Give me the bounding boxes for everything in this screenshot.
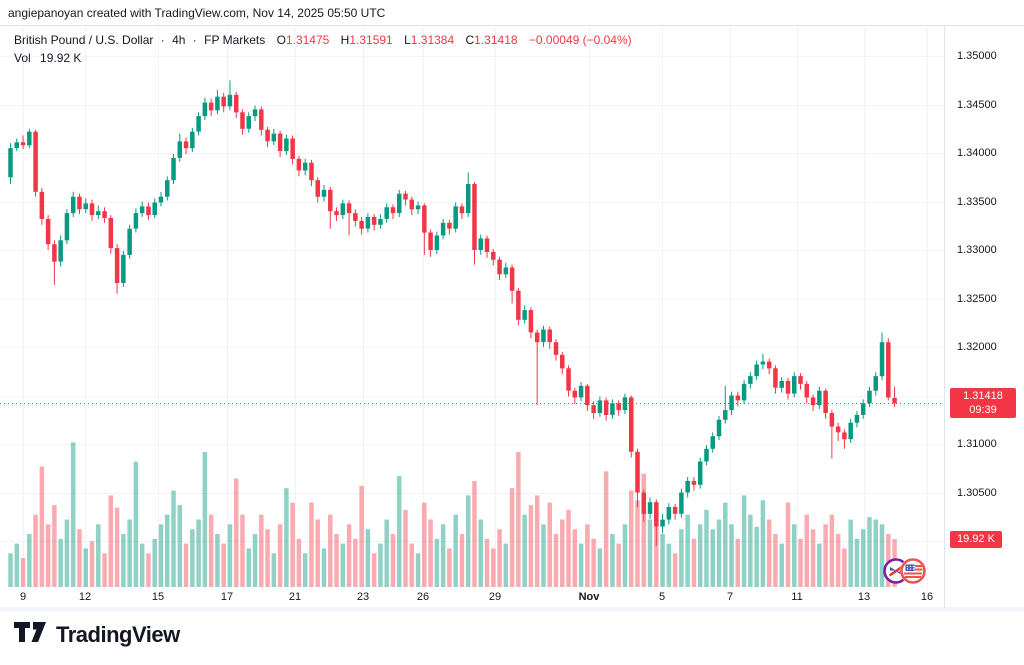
price-axis-label: 1.33500 <box>957 195 997 208</box>
footer-separator <box>0 607 1024 611</box>
last-price-badge: 1.31418 09:39 <box>950 388 1016 419</box>
tradingview-logo-icon <box>14 621 48 648</box>
time-axis-label: Nov <box>578 591 600 603</box>
chart-pane[interactable] <box>0 1 1024 613</box>
footer: TradingView <box>0 611 1024 665</box>
legend-separator: · <box>160 33 165 47</box>
volume-value: 19.92 K <box>40 51 82 65</box>
high-value: 1.31591 <box>349 33 393 47</box>
price-axis[interactable]: 1.35000 1.34500 1.34000 1.33500 1.33000 1.325… <box>945 26 1024 608</box>
time-axis-label: 11 <box>791 591 803 603</box>
low-label: L <box>404 33 411 47</box>
legend-separator-2: · <box>192 33 197 47</box>
time-axis-label: 23 <box>356 591 370 603</box>
time-axis-label: 26 <box>416 591 430 603</box>
volume-label: Vol <box>14 51 31 65</box>
open-value: 1.31475 <box>285 33 330 47</box>
time-axis-label: 17 <box>220 591 234 603</box>
time-axis-label: 9 <box>19 591 27 603</box>
time-axis-label: 7 <box>726 591 734 603</box>
symbol-title: British Pound / U.S. Dollar <box>14 33 154 47</box>
time-axis-label: 12 <box>78 591 92 603</box>
tradingview-logo-text: TradingView <box>56 621 180 647</box>
interval-label: 4h <box>172 33 186 47</box>
price-axis-label: 1.30500 <box>957 486 997 499</box>
price-axis-label: 1.34500 <box>957 98 997 111</box>
volume-legend: Vol 19.92 K <box>14 51 81 65</box>
time-axis-label: 21 <box>288 591 302 603</box>
chart-canvas <box>0 26 944 588</box>
price-axis-label: 1.33000 <box>957 244 997 256</box>
tradingview-logo[interactable]: TradingView <box>14 621 180 648</box>
price-axis-label: 1.35000 <box>957 50 997 62</box>
last-price-value: 1.31418 <box>963 390 1003 403</box>
last-volume-badge: 19.92 K <box>950 530 1002 548</box>
change-value: −0.00049 (−0.04%) <box>528 33 632 47</box>
price-axis-label: 1.34000 <box>957 147 997 159</box>
chart-widget: British Pound / U.S. Dollar · 4h · FP Ma… <box>0 25 1024 608</box>
price-axis-label: 1.32500 <box>957 292 997 305</box>
attribution-text: angiepanoyan created with TradingView.co… <box>8 6 386 20</box>
exchange-label: FP Markets <box>204 33 266 47</box>
price-axis-label: 1.32000 <box>957 341 997 353</box>
time-axis-label: 16 <box>920 591 934 603</box>
open-label: O <box>276 33 286 47</box>
time-axis-label: 29 <box>488 591 502 603</box>
time-axis-label: 5 <box>658 591 666 603</box>
low-value: 1.31384 <box>410 33 455 47</box>
time-axis-label: 13 <box>857 591 871 603</box>
time-axis-label: 15 <box>151 591 165 603</box>
symbol-legend: British Pound / U.S. Dollar · 4h · FP Ma… <box>14 33 632 47</box>
usd-flag-icon[interactable] <box>900 558 926 584</box>
price-axis-separator <box>944 26 945 608</box>
bar-countdown: 09:39 <box>969 404 997 417</box>
price-axis-label: 1.31000 <box>957 438 997 450</box>
time-axis[interactable]: 9 12 15 17 21 23 26 29 Nov 5 7 11 13 16 <box>0 586 944 608</box>
high-label: H <box>340 33 350 47</box>
economic-event-flags[interactable] <box>882 556 930 591</box>
close-label: C <box>465 33 475 47</box>
close-value: 1.31418 <box>474 33 518 47</box>
